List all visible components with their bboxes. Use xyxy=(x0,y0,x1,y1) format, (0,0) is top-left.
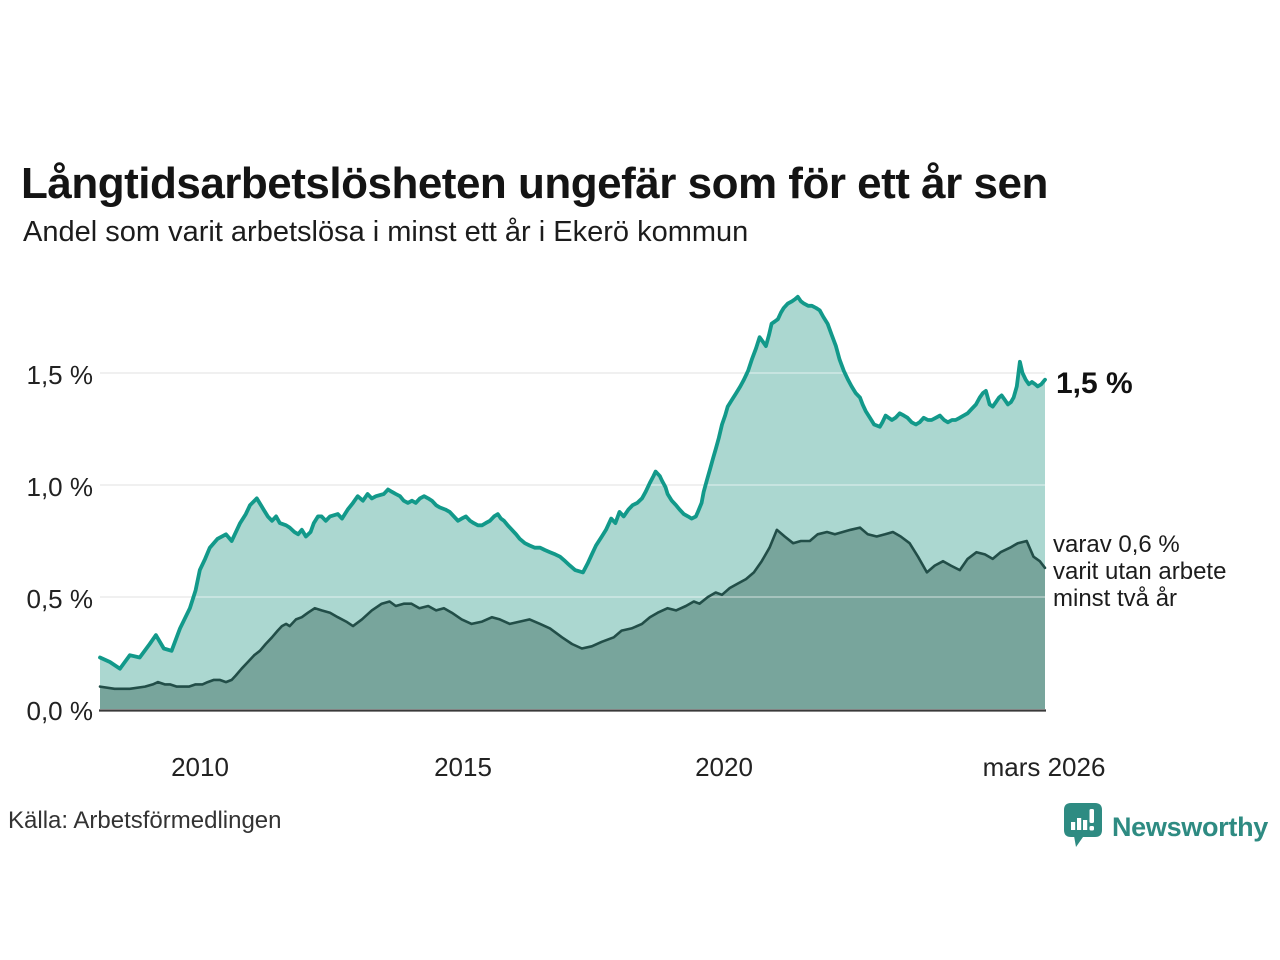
x-tick-label-2020: 2020 xyxy=(695,752,753,782)
y-tick-label-0-0: 0,0 % xyxy=(26,696,94,726)
line-series-0 xyxy=(98,294,1047,671)
series-end-label-total: 1,5 % xyxy=(1056,367,1133,400)
x-tick-label-mars-2026: mars 2026 xyxy=(982,752,1106,782)
y-tick-label-0-5: 0,5 % xyxy=(26,584,94,614)
bar-chart-exclamation-bubble-icon xyxy=(1062,801,1104,854)
y-tick-label-1-5: 1,5 % xyxy=(26,360,94,390)
secondary-label-line-1: varav 0,6 % xyxy=(1053,531,1180,558)
page-subtitle: Andel som varit arbetslösa i minst ett å… xyxy=(23,216,749,248)
secondary-label-line-3: minst två år xyxy=(1053,585,1178,612)
series-end-label-secondary: varav 0,6 % varit utan arbete minst två … xyxy=(1053,531,1226,612)
newsworthy-logo: Newsworthy xyxy=(1062,801,1268,854)
x-tick-label-2015: 2015 xyxy=(434,752,492,782)
x-tick-label-2010: 2010 xyxy=(171,752,229,782)
area-series-1 xyxy=(100,527,1045,709)
brand-wordmark: Newsworthy xyxy=(1111,812,1268,842)
line-series-1 xyxy=(98,526,1047,691)
secondary-label-line-2: varit utan arbete xyxy=(1053,558,1227,585)
page-title: Långtidsarbetslösheten ungefär som för e… xyxy=(21,159,1048,209)
source-note: Källa: Arbetsförmedlingen xyxy=(8,807,282,834)
y-tick-label-1-0: 1,0 % xyxy=(26,472,94,502)
